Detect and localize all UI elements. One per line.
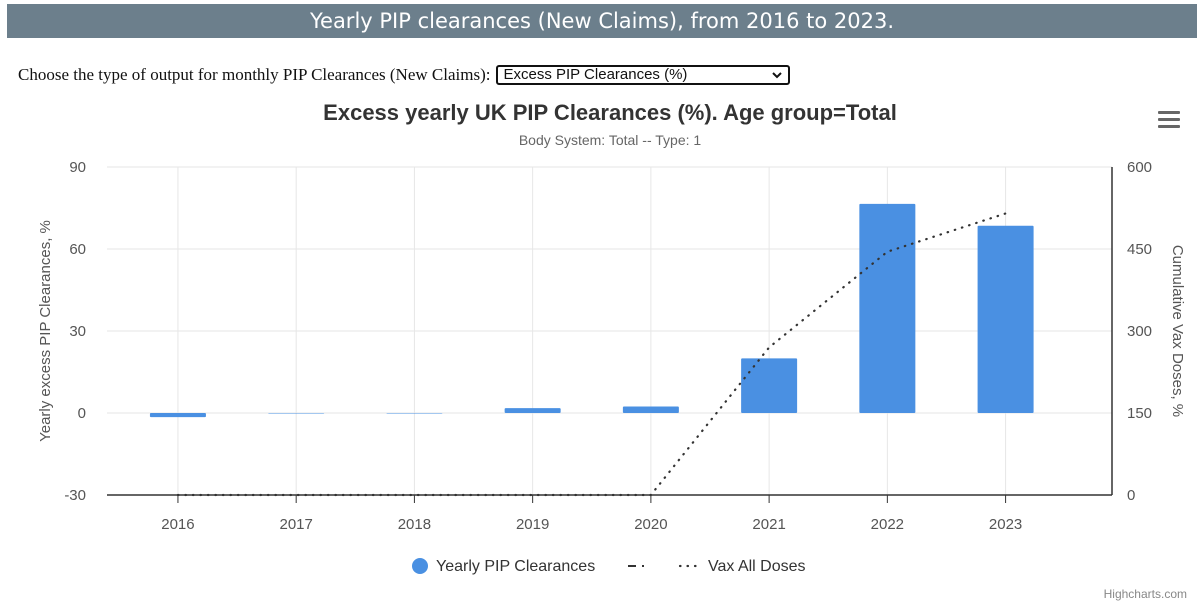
- bar-2021: [741, 358, 798, 413]
- output-type-select-value: Excess PIP Clearances (%): [503, 66, 688, 83]
- x-tick-label: 2018: [398, 516, 431, 533]
- chevron-down-icon: [772, 72, 783, 79]
- bar-2020: [622, 406, 679, 413]
- y-tick-label: 30: [69, 323, 86, 340]
- legend-marker-pip: [412, 558, 428, 574]
- bar-2017: [268, 413, 325, 414]
- y-tick-label: 90: [69, 159, 86, 176]
- page-header: Yearly PIP clearances (New Claims), from…: [7, 4, 1197, 38]
- x-tick-label: 2019: [516, 516, 549, 533]
- y-tick-label: -30: [64, 487, 86, 504]
- x-tick-label: 2023: [989, 516, 1022, 533]
- y2-axis-title: Cumulative Vax Doses, %: [1169, 245, 1186, 417]
- x-tick-label: 2017: [279, 516, 312, 533]
- y2-tick-label: 300: [1127, 323, 1152, 340]
- legend-label-vax: Vax All Doses: [708, 558, 806, 575]
- output-type-select[interactable]: Excess PIP Clearances (%): [496, 65, 791, 85]
- bar-2023: [977, 225, 1034, 413]
- vax-doses-line: [176, 212, 1007, 497]
- hamburger-menu-icon[interactable]: [1158, 111, 1180, 129]
- legend-label-pip: Yearly PIP Clearances: [436, 558, 595, 575]
- bar-2016: [149, 413, 206, 418]
- y2-tick-label: 600: [1127, 159, 1152, 176]
- x-tick-label: 2016: [161, 516, 194, 533]
- bar-2019: [504, 408, 561, 413]
- y-tick-label: 0: [78, 405, 86, 422]
- output-type-control: Choose the type of output for monthly PI…: [18, 63, 791, 87]
- y2-tick-label: 0: [1127, 487, 1135, 504]
- x-tick-label: 2021: [752, 516, 785, 533]
- bar-2018: [386, 413, 443, 414]
- y-axis-title: Yearly excess PIP Clearances, %: [37, 220, 54, 442]
- y2-tick-label: 450: [1127, 241, 1152, 258]
- bar-2022: [859, 203, 916, 413]
- chart-subtitle: Body System: Total -- Type: 1: [518, 132, 702, 148]
- y-tick-label: 60: [69, 241, 86, 258]
- chart-title: Excess yearly UK PIP Clearances (%). Age…: [323, 100, 897, 125]
- x-tick-label: 2022: [871, 516, 904, 533]
- y2-tick-label: 150: [1127, 405, 1152, 422]
- x-tick-label: 2020: [634, 516, 667, 533]
- highcharts-credits[interactable]: Highcharts.com: [1103, 587, 1187, 601]
- output-type-label: Choose the type of output for monthly PI…: [18, 65, 491, 84]
